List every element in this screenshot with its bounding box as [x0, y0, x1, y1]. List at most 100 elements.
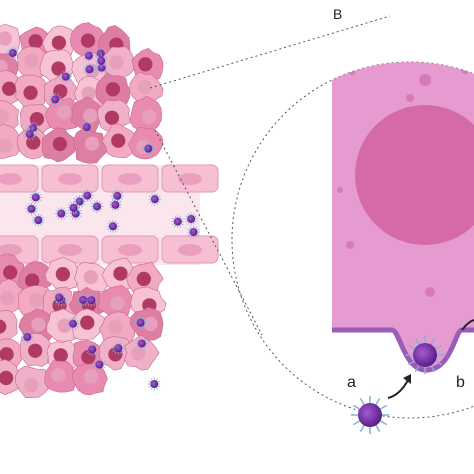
- np-ligand: [26, 128, 29, 131]
- np-ligand: [118, 201, 122, 204]
- np-ligand: [60, 78, 63, 81]
- vesicle: [425, 287, 435, 297]
- nanoparticle: [83, 191, 92, 200]
- np-ligand: [81, 204, 84, 208]
- np-ligand: [88, 130, 91, 133]
- np-ligand: [103, 50, 107, 52]
- np-ligand: [81, 195, 84, 199]
- np-ligand: [94, 50, 98, 52]
- np-ligand: [150, 151, 152, 155]
- np-ligand: [114, 229, 117, 233]
- np-ligand: [85, 63, 88, 67]
- np-ligand: [120, 192, 124, 195]
- np-ligand: [27, 203, 30, 206]
- nanoparticle: [150, 379, 159, 388]
- nanoparticle: [87, 296, 96, 305]
- np-ligand: [97, 63, 100, 67]
- endothelial-nucleus: [0, 173, 22, 185]
- np-ligand: [83, 70, 87, 73]
- nanoparticle: [57, 209, 66, 218]
- np-ligand: [55, 300, 58, 304]
- np-ligand: [91, 208, 94, 210]
- np-ligand: [60, 300, 63, 304]
- np-ligand: [95, 57, 98, 60]
- np-ligand: [34, 223, 37, 226]
- np-ligand: [23, 340, 26, 343]
- np-ligand: [67, 325, 70, 328]
- np-ligand: [85, 58, 88, 62]
- np-ligand: [158, 200, 161, 203]
- np-ligand: [76, 325, 79, 328]
- tumor-nucleus: [80, 315, 95, 330]
- np-ligand: [102, 54, 105, 58]
- np-ligand: [149, 200, 152, 203]
- np-ligand: [30, 193, 33, 196]
- np-ligand: [95, 64, 99, 66]
- np-ligand: [95, 345, 99, 348]
- arrow: [387, 379, 409, 399]
- np-ligand: [144, 151, 147, 155]
- nanoparticle: [29, 124, 38, 133]
- np-ligand: [111, 208, 114, 211]
- np-ligand: [118, 206, 122, 209]
- nanoparticle: [23, 333, 32, 342]
- np-ligand: [142, 326, 145, 329]
- np-ligand: [75, 210, 78, 214]
- np-ligand: [430, 365, 436, 373]
- np-ligand: [30, 338, 34, 341]
- np-ligand: [94, 296, 98, 299]
- np-ligand: [91, 202, 94, 205]
- np-ligand: [67, 204, 71, 207]
- np-ligand: [114, 351, 117, 354]
- nanoparticle: [113, 191, 122, 200]
- np-ligand: [56, 93, 59, 97]
- np-ligand: [93, 294, 95, 297]
- np-ligand: [37, 191, 40, 195]
- np-ligand: [34, 122, 37, 125]
- np-ligand: [60, 73, 63, 75]
- np-ligand: [9, 56, 12, 59]
- np-ligand: [111, 199, 114, 202]
- np-ligand: [78, 215, 82, 218]
- np-ligand: [192, 222, 195, 225]
- np-ligand: [181, 218, 184, 220]
- np-ligand: [143, 337, 146, 341]
- tumor-nucleus: [23, 85, 38, 100]
- np-ligand: [69, 78, 72, 81]
- np-ligand: [34, 210, 38, 213]
- np-ligand: [32, 216, 36, 219]
- np-ligand: [74, 317, 77, 321]
- np-ligand: [117, 208, 119, 211]
- np-ligand: [195, 226, 198, 229]
- np-ligand: [407, 344, 415, 350]
- np-ligand: [118, 190, 121, 193]
- np-ligand: [138, 346, 141, 350]
- np-ligand: [85, 49, 88, 53]
- np-ligand: [101, 358, 103, 362]
- np-ligand: [148, 385, 151, 388]
- nanoparticle: [75, 197, 84, 206]
- np-ligand: [90, 49, 93, 53]
- np-ligand: [90, 128, 93, 131]
- np-ligand: [111, 192, 115, 195]
- arrowhead: [403, 374, 411, 384]
- np-ligand: [104, 64, 108, 66]
- np-ligand: [134, 319, 138, 322]
- np-ligand: [97, 47, 100, 51]
- np-ligand: [102, 63, 105, 67]
- nanoparticle: [68, 319, 77, 328]
- np-ligand: [90, 123, 93, 126]
- np-ligand: [435, 344, 443, 350]
- nanoparticles: [6, 46, 200, 391]
- np-ligand: [98, 200, 101, 204]
- np-ligand: [28, 331, 31, 334]
- tumor-nucleus: [25, 273, 40, 288]
- tumor-nucleus: [0, 291, 15, 306]
- endothelial-nucleus: [118, 244, 142, 256]
- np-ligand: [69, 317, 72, 321]
- np-ligand: [359, 397, 365, 405]
- np-ligand: [16, 54, 19, 57]
- np-ligand: [36, 129, 39, 132]
- endothelium: [0, 164, 219, 264]
